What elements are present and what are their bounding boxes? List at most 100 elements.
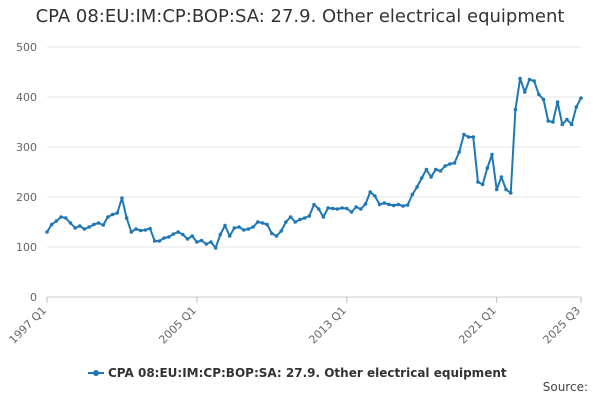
data-point[interactable] (330, 206, 335, 211)
data-point[interactable] (288, 215, 293, 219)
data-point[interactable] (401, 204, 405, 208)
data-point[interactable] (73, 226, 77, 230)
data-point[interactable] (185, 237, 190, 241)
data-point[interactable] (415, 185, 419, 189)
data-point[interactable] (134, 227, 138, 231)
data-point[interactable] (391, 203, 396, 208)
data-point[interactable] (152, 239, 157, 243)
data-point[interactable] (101, 223, 106, 227)
data-point[interactable] (293, 220, 298, 224)
data-point[interactable] (396, 202, 401, 207)
data-point[interactable] (490, 152, 494, 157)
data-point[interactable] (92, 222, 96, 227)
data-point[interactable] (335, 207, 340, 211)
data-point[interactable] (513, 107, 518, 112)
data-point[interactable] (494, 187, 499, 192)
series-line[interactable] (46, 77, 582, 249)
data-point[interactable] (462, 132, 466, 137)
data-point[interactable] (429, 175, 433, 179)
data-point[interactable] (162, 236, 166, 240)
data-point[interactable] (321, 215, 326, 219)
data-point[interactable] (480, 182, 485, 187)
data-point[interactable] (499, 175, 504, 179)
data-point[interactable] (485, 166, 490, 170)
data-point[interactable] (363, 202, 368, 206)
data-point[interactable] (237, 225, 241, 229)
data-point[interactable] (565, 117, 569, 122)
data-point[interactable] (166, 235, 171, 239)
data-point[interactable] (115, 211, 120, 215)
data-point[interactable] (227, 234, 232, 238)
data-point[interactable] (551, 120, 555, 124)
data-point[interactable] (218, 232, 223, 237)
data-point[interactable] (260, 221, 265, 225)
data-point[interactable] (433, 167, 438, 172)
data-point[interactable] (518, 76, 522, 81)
data-point[interactable] (274, 234, 279, 238)
data-point[interactable] (106, 215, 110, 219)
data-point[interactable] (368, 190, 373, 194)
data-point[interactable] (68, 221, 73, 225)
data-point[interactable] (448, 162, 452, 166)
data-point[interactable] (241, 228, 246, 232)
data-point[interactable] (532, 79, 536, 83)
data-point[interactable] (354, 205, 358, 209)
data-point[interactable] (171, 232, 176, 236)
data-point[interactable] (204, 242, 209, 246)
data-point[interactable] (298, 217, 302, 222)
data-point[interactable] (541, 97, 546, 102)
data-point[interactable] (270, 231, 274, 236)
data-point[interactable] (340, 206, 344, 210)
source-label[interactable]: Source: (542, 380, 588, 394)
data-point[interactable] (307, 214, 312, 218)
data-point[interactable] (82, 227, 87, 231)
data-point[interactable] (209, 240, 213, 244)
data-point[interactable] (199, 238, 204, 243)
legend[interactable]: CPA 08:EU:IM:CP:BOP:SA: 27.9. Other elec… (88, 366, 507, 380)
data-point[interactable] (45, 230, 49, 234)
data-point[interactable] (232, 226, 237, 230)
data-point[interactable] (504, 187, 508, 192)
data-point[interactable] (54, 219, 59, 223)
data-point[interactable] (49, 222, 54, 227)
data-point[interactable] (546, 119, 551, 123)
data-point[interactable] (508, 191, 513, 195)
data-point[interactable] (223, 223, 227, 228)
data-point[interactable] (302, 216, 307, 220)
data-point[interactable] (452, 161, 457, 165)
data-point[interactable] (143, 228, 148, 232)
data-point[interactable] (63, 216, 68, 220)
data-point[interactable] (312, 202, 316, 207)
data-point[interactable] (443, 164, 447, 168)
data-point[interactable] (471, 135, 476, 139)
data-point[interactable] (59, 215, 63, 219)
data-point[interactable] (190, 234, 195, 238)
data-point[interactable] (138, 228, 143, 233)
data-point[interactable] (255, 220, 260, 224)
data-point[interactable] (438, 169, 443, 173)
data-point[interactable] (579, 96, 583, 100)
data-point[interactable] (382, 201, 387, 205)
data-point[interactable] (316, 207, 321, 211)
data-point[interactable] (110, 212, 115, 217)
data-point[interactable] (279, 229, 284, 233)
data-point[interactable] (574, 105, 579, 109)
data-point[interactable] (96, 221, 101, 225)
data-point[interactable] (373, 194, 377, 198)
data-point[interactable] (387, 202, 391, 207)
data-point[interactable] (555, 100, 560, 104)
data-point[interactable] (251, 225, 255, 229)
data-point[interactable] (344, 206, 349, 211)
data-point[interactable] (527, 77, 532, 82)
data-point[interactable] (560, 122, 565, 127)
data-point[interactable] (377, 202, 382, 207)
data-point[interactable] (522, 90, 527, 94)
data-point[interactable] (77, 224, 82, 228)
data-point[interactable] (87, 225, 91, 229)
data-point[interactable] (148, 226, 152, 231)
data-point[interactable] (181, 232, 185, 237)
data-point[interactable] (476, 180, 480, 184)
data-point[interactable] (410, 192, 415, 197)
data-point[interactable] (129, 230, 134, 234)
data-point[interactable] (326, 206, 330, 210)
